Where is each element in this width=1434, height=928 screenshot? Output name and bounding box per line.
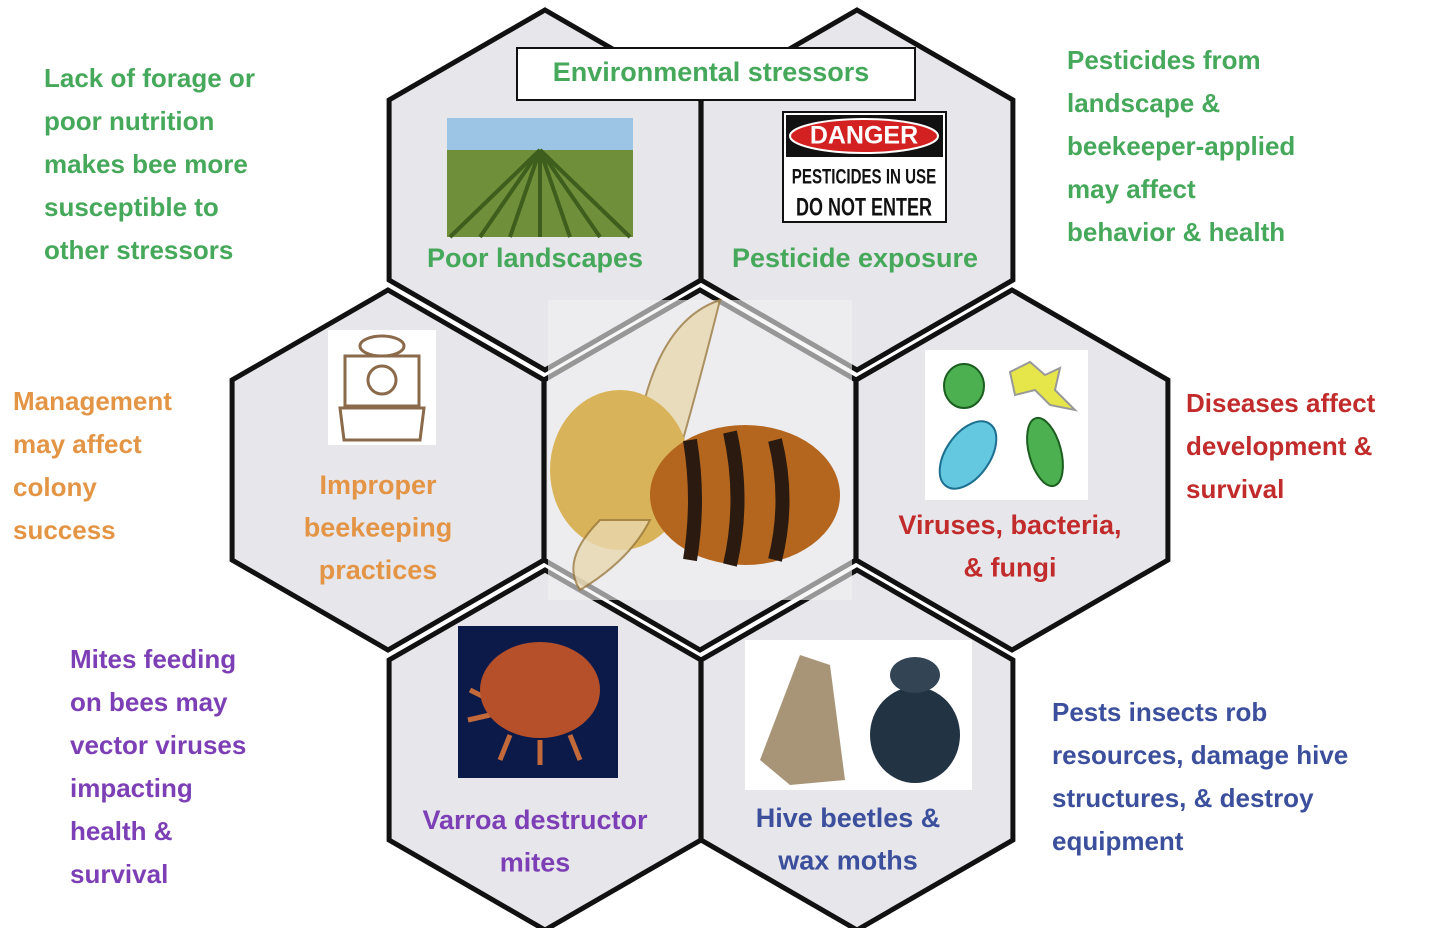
note-text: development & (1186, 431, 1372, 461)
note-text: health & (70, 816, 173, 846)
mite-image (458, 626, 618, 778)
hex-label: & fungi (964, 553, 1057, 583)
microbes-image (925, 350, 1088, 500)
note-text: equipment (1052, 826, 1184, 856)
note-text: success (13, 515, 116, 545)
note-text: Management (13, 386, 172, 416)
note-text: susceptible to (44, 192, 219, 222)
hex-label: practices (319, 555, 438, 585)
note-text: other stressors (44, 235, 233, 265)
note-text: resources, damage hive (1052, 740, 1348, 770)
sign-text: DANGER (810, 122, 918, 150)
note-text: survival (70, 859, 168, 889)
hex-label: wax moths (777, 846, 918, 876)
note-text: beekeeper-applied (1067, 131, 1295, 161)
note-text: may affect (13, 429, 142, 459)
hex-label: beekeeping (304, 513, 453, 543)
note-text: structures, & destroy (1052, 783, 1314, 813)
sign-text: PESTICIDES IN USE (792, 164, 936, 188)
note-text: poor nutrition (44, 106, 214, 136)
note-text: colony (13, 472, 97, 502)
note-text: may affect (1067, 174, 1196, 204)
note-text: landscape & (1067, 88, 1220, 118)
note-text: Lack of forage or (44, 63, 255, 93)
note-text: makes bee more (44, 149, 248, 179)
diagram-title: Environmental stressors (553, 57, 870, 87)
hex-label: mites (500, 848, 571, 878)
note-text: on bees may (70, 687, 228, 717)
hex-label: Hive beetles & (756, 803, 941, 833)
diagram: Environmental stressors Poor landscapes P… (0, 0, 1434, 928)
hex-label: Poor landscapes (427, 243, 643, 273)
hex-label: Improper (319, 470, 437, 500)
note-text: vector viruses (70, 730, 246, 760)
hex-label: Viruses, bacteria, (898, 510, 1121, 540)
bee-image (548, 300, 852, 600)
note-text: Mites feeding (70, 644, 236, 674)
beekeeper-icon (328, 330, 436, 445)
hex-label: Pesticide exposure (732, 243, 978, 273)
note-text: survival (1186, 474, 1284, 504)
field-image (447, 118, 633, 237)
title-box: Environmental stressors (517, 48, 915, 100)
note-text: Diseases affect (1186, 388, 1376, 418)
note-text: impacting (70, 773, 193, 803)
sign-text: DO NOT ENTER (796, 193, 932, 222)
note-text: Pests insects rob (1052, 697, 1267, 727)
beetle-moth-image (745, 640, 972, 790)
hex-label: Varroa destructor (422, 805, 648, 835)
note-text: Pesticides from (1067, 45, 1261, 75)
note-text: behavior & health (1067, 217, 1285, 247)
